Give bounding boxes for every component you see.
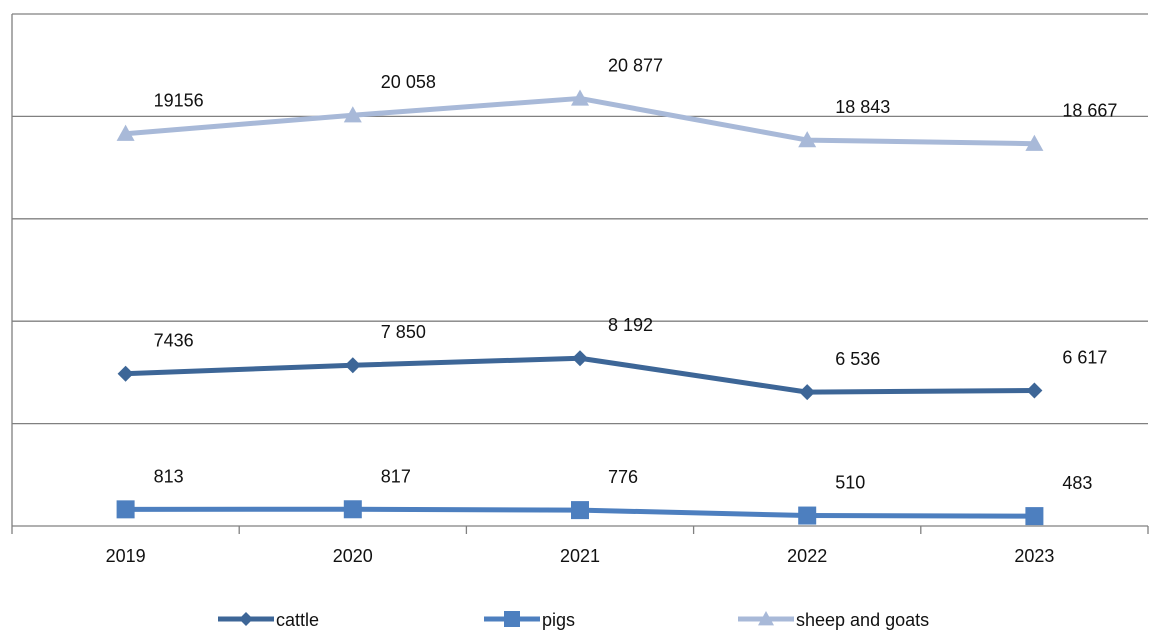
data-label: 20 877 [608, 55, 663, 75]
data-point [798, 506, 817, 525]
x-tick-label: 2023 [1014, 546, 1054, 566]
data-point [572, 350, 588, 367]
data-point [1025, 134, 1044, 151]
x-axis: 2019 2020 2021 2022 2023 [11, 14, 1149, 566]
data-label: 813 [154, 466, 184, 486]
data-point [239, 612, 253, 626]
data-label: 776 [608, 467, 638, 487]
data-label: 7 850 [381, 322, 426, 342]
data-point [117, 365, 134, 382]
x-tick-label: 2021 [560, 546, 600, 566]
gridlines [12, 13, 1148, 425]
data-label: 510 [835, 473, 865, 493]
data-label: 817 [381, 466, 411, 486]
legend-label: cattle [276, 610, 319, 630]
x-tick-label: 2020 [333, 546, 373, 566]
data-point [799, 384, 816, 401]
series-lines [116, 89, 1044, 526]
data-point [343, 106, 362, 123]
data-label: 20 058 [381, 72, 436, 92]
data-label: 18 843 [835, 97, 890, 117]
data-label: 18 667 [1062, 101, 1117, 121]
data-label: 19156 [154, 91, 204, 111]
data-label: 8 192 [608, 315, 653, 335]
data-point [344, 357, 361, 374]
x-tick-label: 2019 [106, 546, 146, 566]
data-label: 7436 [154, 331, 194, 351]
data-point [1026, 382, 1043, 399]
data-label: 6 536 [835, 349, 880, 369]
data-label: 6 617 [1062, 347, 1107, 367]
data-label: 483 [1062, 473, 1092, 493]
legend: cattle pigs sheep and goats [218, 610, 929, 630]
data-labels: 7436 7 850 8 192 6 536 6 617 813 817 776 510 483 1… [154, 55, 1118, 493]
data-point [116, 500, 135, 519]
data-point [798, 131, 817, 148]
data-point [343, 500, 362, 519]
data-point [116, 124, 135, 141]
data-point [571, 89, 589, 106]
data-point [571, 501, 589, 520]
legend-label: sheep and goats [796, 610, 929, 630]
legend-label: pigs [542, 610, 575, 630]
data-point [1025, 507, 1044, 526]
data-point [504, 611, 520, 627]
data-point [758, 611, 774, 626]
x-tick-label: 2022 [787, 546, 827, 566]
